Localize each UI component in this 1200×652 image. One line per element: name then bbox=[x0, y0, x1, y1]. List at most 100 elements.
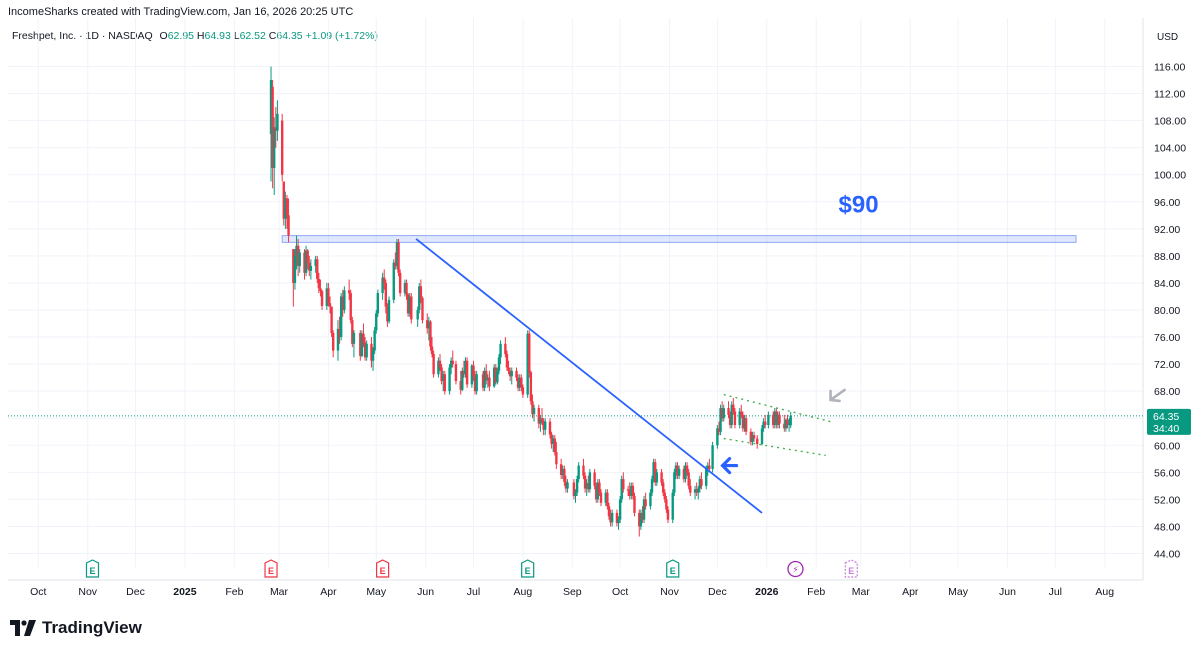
candle-body bbox=[276, 113, 279, 131]
candle-body bbox=[516, 377, 520, 388]
candle-body bbox=[510, 370, 513, 377]
candle-body bbox=[419, 286, 423, 298]
candle-body bbox=[397, 242, 400, 273]
candle-body bbox=[722, 408, 725, 419]
y-tick-label: 80.00 bbox=[1154, 305, 1180, 317]
candle-body bbox=[744, 418, 748, 432]
candle-body bbox=[642, 499, 646, 520]
candle-body bbox=[331, 332, 335, 351]
x-tick-label: May bbox=[948, 586, 969, 598]
candle-body bbox=[544, 421, 547, 430]
earnings-marker bbox=[521, 559, 535, 578]
channel-lower-line bbox=[723, 437, 826, 457]
close-value: 64.35 bbox=[276, 30, 303, 42]
candle-body bbox=[700, 479, 703, 486]
candle-body bbox=[532, 408, 536, 415]
x-tick-label: Feb bbox=[225, 586, 243, 598]
candle-body bbox=[665, 499, 668, 510]
candle-body bbox=[738, 411, 741, 425]
y-tick-label: 52.00 bbox=[1154, 494, 1180, 506]
candle-body bbox=[296, 245, 300, 267]
y-tick-label: 48.00 bbox=[1154, 521, 1180, 533]
tradingview-logo[interactable]: TradingView bbox=[10, 618, 142, 638]
candle-body bbox=[595, 485, 598, 500]
candle-body bbox=[587, 483, 590, 490]
close-label: C bbox=[268, 30, 277, 42]
candle-body bbox=[711, 445, 714, 469]
candle-body bbox=[752, 435, 756, 439]
candle-body bbox=[373, 330, 376, 351]
y-tick-label: 44.00 bbox=[1154, 549, 1180, 561]
earnings-marker bbox=[264, 559, 278, 578]
x-tick-label: Jun bbox=[417, 586, 434, 598]
candle-body bbox=[515, 370, 518, 378]
x-tick-label: Dec bbox=[708, 586, 727, 598]
candle-body bbox=[771, 414, 775, 425]
candle-body bbox=[733, 411, 737, 425]
candle-body bbox=[336, 328, 340, 351]
candle-body bbox=[448, 367, 451, 392]
candle-body bbox=[280, 120, 284, 175]
candle-body bbox=[787, 423, 791, 425]
candle-body bbox=[626, 489, 630, 491]
candle-body bbox=[518, 377, 521, 388]
candle-body bbox=[553, 438, 556, 453]
candle-body bbox=[473, 376, 477, 392]
candle-body bbox=[618, 499, 622, 520]
symbol-name[interactable]: Freshpet, Inc. · 1D · NASDAQ bbox=[12, 30, 153, 42]
candle-body bbox=[320, 291, 324, 306]
candle-body bbox=[440, 367, 443, 382]
candle-body bbox=[529, 372, 533, 402]
candle-body bbox=[708, 465, 711, 469]
y-tick-label: 68.00 bbox=[1154, 386, 1180, 398]
x-tick-label: Oct bbox=[612, 586, 628, 598]
candle-body bbox=[418, 286, 421, 310]
candle-body bbox=[343, 290, 346, 310]
candle-body bbox=[550, 434, 553, 444]
candle-body bbox=[563, 468, 566, 482]
candle-body bbox=[784, 419, 788, 429]
candle-body bbox=[763, 421, 767, 425]
candle-body bbox=[395, 242, 399, 267]
candle-body bbox=[462, 370, 466, 375]
current-price-countdown: 34:40 bbox=[1153, 423, 1179, 435]
x-tick-label: May bbox=[366, 586, 387, 598]
tradingview-logo-text: TradingView bbox=[42, 618, 142, 637]
tradingview-logo-icon bbox=[10, 620, 36, 636]
candle-body bbox=[317, 278, 321, 289]
candle-body bbox=[508, 370, 512, 377]
resistance-label: $90 bbox=[839, 192, 879, 219]
candle-body bbox=[351, 320, 354, 344]
candle-body bbox=[505, 353, 509, 368]
candle-body bbox=[486, 377, 490, 381]
candle-body bbox=[730, 404, 733, 425]
candle-body bbox=[426, 320, 429, 329]
candle-body bbox=[599, 492, 603, 503]
candle-body bbox=[375, 313, 378, 331]
candle-body bbox=[615, 512, 619, 524]
candle-body bbox=[743, 418, 746, 429]
candle-body bbox=[298, 252, 301, 267]
candle-body bbox=[751, 435, 754, 442]
candle-body bbox=[328, 303, 332, 307]
x-tick-label: Nov bbox=[78, 586, 97, 598]
candle-body bbox=[481, 374, 485, 388]
candle-body bbox=[674, 465, 678, 473]
x-tick-label: Jun bbox=[999, 586, 1016, 598]
resistance-zone bbox=[281, 235, 1077, 243]
candle-body bbox=[408, 296, 411, 314]
earnings-marker-label: E bbox=[268, 566, 274, 576]
candle-body bbox=[598, 482, 601, 493]
candle-body bbox=[494, 367, 497, 383]
candle-body bbox=[588, 472, 592, 490]
candle-body bbox=[349, 293, 352, 321]
candle-body bbox=[685, 465, 689, 473]
candle-body bbox=[338, 328, 341, 338]
y-tick-label: 112.00 bbox=[1154, 89, 1185, 101]
candle-body bbox=[496, 370, 499, 383]
candle-body bbox=[443, 374, 446, 392]
candle-body bbox=[295, 245, 298, 256]
candle-body bbox=[583, 475, 587, 489]
candle-body bbox=[475, 374, 478, 392]
